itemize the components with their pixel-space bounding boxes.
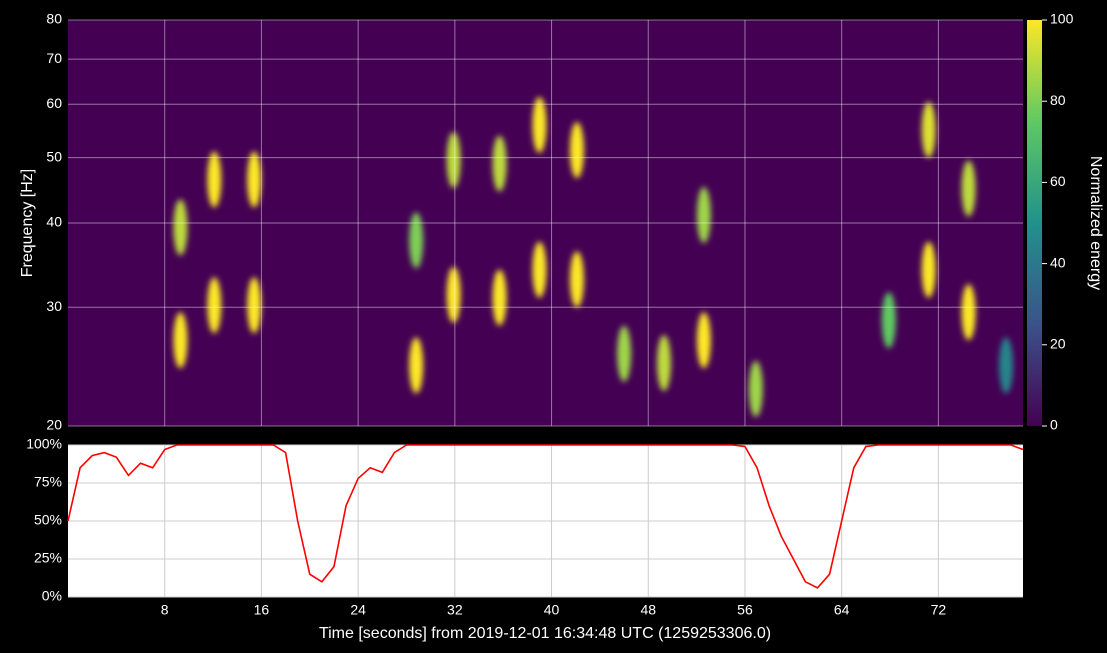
energy-blob — [409, 337, 424, 394]
y-tick-label: 25% — [34, 550, 62, 566]
y-tick-label: 0% — [42, 588, 62, 604]
x-tick-label: 56 — [737, 602, 753, 618]
energy-blob — [409, 212, 424, 269]
energy-blob — [961, 284, 976, 341]
y-tick-label: 40 — [46, 214, 62, 230]
energy-blob — [247, 277, 262, 334]
y-tick-label: 50% — [34, 512, 62, 528]
energy-blob — [247, 151, 262, 208]
y-tick-label: 30 — [46, 298, 62, 314]
energy-blob — [446, 132, 461, 189]
colorbar-tick-label: 40 — [1050, 254, 1066, 270]
energy-blob — [569, 251, 584, 308]
energy-blob — [492, 135, 507, 192]
x-tick-label: 16 — [254, 602, 270, 618]
x-tick-label: 32 — [447, 602, 463, 618]
x-tick-label: 40 — [544, 602, 560, 618]
energy-blob — [532, 96, 547, 153]
energy-blob — [921, 241, 936, 298]
x-axis-label: Time [seconds] from 2019-12-01 16:34:48 … — [319, 625, 771, 642]
energy-blob — [656, 335, 671, 392]
energy-blob — [617, 325, 632, 382]
energy-blob — [173, 312, 188, 369]
colorbar-tick-label: 80 — [1050, 92, 1066, 108]
x-tick-label: 72 — [931, 602, 947, 618]
energy-blob — [569, 122, 584, 179]
energy-blob — [999, 337, 1014, 394]
x-tick-label: 8 — [161, 602, 169, 618]
energy-blob — [173, 199, 188, 256]
energy-blob — [696, 312, 711, 369]
colorbar-tick-label: 60 — [1050, 173, 1066, 189]
y-tick-label: 60 — [46, 95, 62, 111]
colorbar-tick-label: 100 — [1050, 11, 1074, 27]
y-tick-label: 80 — [46, 11, 62, 27]
y-tick-label: 100% — [26, 436, 62, 452]
colorbar — [1027, 20, 1042, 426]
x-tick-label: 64 — [834, 602, 850, 618]
energy-blob — [492, 269, 507, 326]
energy-blob — [696, 187, 711, 244]
y-axis-label: Frequency [Hz] — [19, 169, 36, 277]
y-tick-label: 20 — [46, 417, 62, 433]
energy-blob — [207, 277, 222, 334]
spectrogram — [173, 96, 1014, 417]
energy-blob — [748, 360, 763, 417]
y-tick-label: 70 — [46, 50, 62, 66]
energy-blob — [881, 292, 896, 349]
energy-blob — [961, 160, 976, 217]
colorbar-label: Normalized energy — [1087, 156, 1104, 290]
colorbar-tick-label: 0 — [1050, 417, 1058, 433]
energy-blob — [207, 151, 222, 208]
x-tick-label: 48 — [640, 602, 656, 618]
y-tick-label: 75% — [34, 474, 62, 490]
energy-blob — [921, 101, 936, 158]
energy-blob — [532, 241, 547, 298]
x-tick-label: 24 — [350, 602, 366, 618]
spectrogram-bg — [68, 20, 1023, 426]
line-series — [67, 444, 1024, 589]
energy-blob — [446, 266, 461, 323]
colorbar-tick-label: 20 — [1050, 336, 1066, 352]
y-tick-label: 50 — [46, 148, 62, 164]
